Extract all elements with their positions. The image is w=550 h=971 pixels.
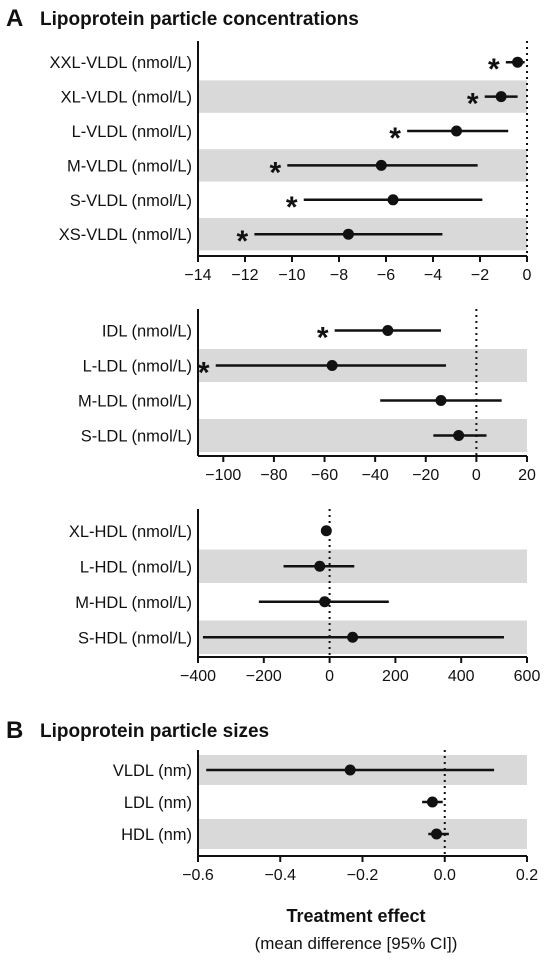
x-axis-sublabel: (mean difference [95% CI]): [255, 934, 458, 953]
x-tick-label: 0: [523, 267, 532, 284]
point-estimate: [344, 764, 356, 776]
x-tick-label: 200: [382, 668, 409, 685]
x-tick-label: 600: [514, 668, 541, 685]
row-label: L-LDL (nmol/L): [83, 358, 192, 376]
x-tick-label: 0.0: [434, 867, 456, 884]
row-label: XS-VLDL (nmol/L): [59, 226, 192, 244]
x-tick-label: −100: [205, 467, 241, 484]
x-tick-label: −200: [246, 668, 282, 685]
panel-a-title: Lipoprotein particle concentrations: [40, 9, 359, 30]
x-tick-label: 0: [325, 668, 334, 685]
point-estimate: [320, 525, 332, 537]
significance-star: *: [488, 53, 500, 86]
significance-star: *: [317, 322, 329, 355]
x-tick-label: −4: [424, 267, 442, 284]
row-label: VLDL (nm): [113, 762, 192, 780]
row-label: S-VLDL (nmol/L): [70, 192, 192, 210]
point-estimate: [375, 159, 387, 171]
x-tick-label: −0.2: [347, 867, 379, 884]
x-axis-label: Treatment effect: [286, 906, 425, 926]
x-tick-label: −0.6: [182, 867, 214, 884]
x-tick-label: −60: [311, 467, 338, 484]
forest-subplots: XXL-VLDL (nmol/L) XL-VLDL (nmol/L) L-VLDL …: [50, 41, 541, 884]
x-tick-label: −40: [362, 467, 389, 484]
row-shading: [198, 80, 527, 113]
row-label: IDL (nmol/L): [102, 323, 192, 341]
x-tick-label: −2: [471, 267, 489, 284]
point-estimate: [387, 194, 399, 206]
row-label: S-LDL (nmol/L): [81, 428, 192, 446]
panel-a-letter: A: [6, 5, 23, 32]
significance-star: *: [467, 88, 479, 121]
point-estimate: [453, 430, 465, 441]
x-tick-label: −6: [377, 267, 395, 284]
row-label: XXL-VLDL (nmol/L): [50, 54, 192, 72]
row-shading: [198, 549, 527, 583]
point-estimate: [326, 360, 338, 371]
x-tick-label: −14: [184, 267, 211, 284]
row-label: XL-HDL (nmol/L): [69, 523, 192, 541]
x-tick-label: −8: [330, 267, 348, 284]
row-label: LDL (nm): [124, 794, 192, 812]
x-tick-label: 0: [472, 467, 481, 484]
x-tick-label: −80: [260, 467, 287, 484]
panel-b-title: Lipoprotein particle sizes: [40, 721, 269, 742]
row-label: M-VLDL (nmol/L): [67, 157, 192, 175]
point-estimate: [451, 125, 462, 137]
row-label: HDL (nm): [121, 826, 192, 844]
subplot-2: IDL (nmol/L) L-LDL (nmol/L) M-LDL (nmol/L)…: [78, 309, 536, 484]
x-tick-label: −400: [180, 668, 216, 685]
subplot-1: XXL-VLDL (nmol/L) XL-VLDL (nmol/L) L-VLDL …: [50, 41, 532, 284]
subplot-4: VLDL (nm) LDL (nm) HDL (nm) −0.6 −0.4 −0.2 0.0…: [113, 750, 538, 884]
x-tick-label: −10: [278, 267, 305, 284]
point-estimate: [512, 56, 524, 68]
panel-b-letter: B: [6, 717, 23, 744]
point-estimate: [431, 828, 443, 840]
significance-star: *: [286, 191, 298, 224]
x-tick-label: −20: [412, 467, 439, 484]
x-tick-label: −12: [231, 267, 258, 284]
point-estimate: [435, 395, 447, 406]
row-label: M-HDL (nmol/L): [75, 594, 192, 612]
x-tick-label: −0.4: [264, 867, 296, 884]
subplot-3: XL-HDL (nmol/L) L-HDL (nmol/L) M-HDL (nmol…: [69, 509, 541, 685]
point-estimate: [495, 91, 507, 103]
row-label: XL-VLDL (nmol/L): [61, 89, 192, 107]
point-estimate: [319, 596, 331, 608]
x-tick-label: 20: [518, 467, 536, 484]
row-shading: [198, 819, 527, 849]
significance-star: *: [237, 225, 249, 258]
significance-star: *: [198, 357, 210, 390]
x-tick-label: 0.2: [516, 867, 538, 884]
point-estimate: [382, 325, 394, 336]
row-label: S-HDL (nmol/L): [78, 629, 192, 647]
significance-star: *: [389, 122, 401, 155]
row-label: L-VLDL (nmol/L): [72, 123, 192, 141]
point-estimate: [314, 560, 326, 572]
row-label: L-HDL (nmol/L): [80, 558, 192, 576]
point-estimate: [426, 796, 438, 808]
point-estimate: [347, 631, 359, 643]
row-label: M-LDL (nmol/L): [78, 393, 192, 411]
significance-star: *: [269, 156, 281, 189]
point-estimate: [342, 228, 354, 240]
x-tick-label: 400: [448, 668, 475, 685]
